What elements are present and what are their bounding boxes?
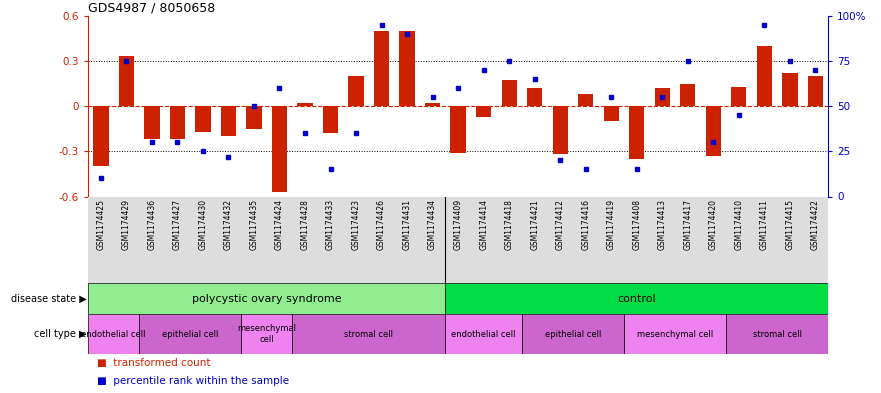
Text: stromal cell: stromal cell [752, 330, 802, 338]
Bar [144, 106, 159, 139]
Bar [808, 76, 823, 106]
Bar [757, 46, 772, 106]
Bar [399, 31, 415, 106]
Bar [374, 31, 389, 106]
Bar [782, 73, 797, 106]
Text: GSM1174416: GSM1174416 [581, 199, 590, 250]
Text: mesenchymal cell: mesenchymal cell [637, 330, 713, 338]
Bar [446, 283, 828, 314]
Text: GSM1174422: GSM1174422 [811, 199, 820, 250]
Text: GSM1174411: GSM1174411 [759, 199, 769, 250]
Bar [624, 314, 726, 354]
Bar [446, 314, 522, 354]
Text: GSM1174421: GSM1174421 [530, 199, 539, 250]
Text: GSM1174417: GSM1174417 [684, 199, 692, 250]
Bar [726, 314, 828, 354]
Text: mesenchymal
cell: mesenchymal cell [237, 324, 296, 344]
Bar [247, 106, 262, 129]
Bar [139, 314, 241, 354]
Text: GSM1174409: GSM1174409 [454, 199, 463, 250]
Bar [450, 106, 466, 153]
Text: GSM1174423: GSM1174423 [352, 199, 360, 250]
Text: epithelial cell: epithelial cell [162, 330, 218, 338]
Text: epithelial cell: epithelial cell [544, 330, 601, 338]
Bar [731, 86, 746, 106]
Text: GSM1174427: GSM1174427 [173, 199, 181, 250]
Text: GSM1174415: GSM1174415 [785, 199, 795, 250]
Text: GSM1174424: GSM1174424 [275, 199, 284, 250]
Text: GSM1174434: GSM1174434 [428, 199, 437, 250]
Bar [88, 283, 446, 314]
Text: GSM1174426: GSM1174426 [377, 199, 386, 250]
Bar [170, 106, 185, 139]
Bar [655, 88, 670, 106]
Text: GDS4987 / 8050658: GDS4987 / 8050658 [88, 2, 215, 15]
Text: GSM1174425: GSM1174425 [96, 199, 106, 250]
Text: stromal cell: stromal cell [344, 330, 393, 338]
Bar [629, 106, 644, 159]
Text: GSM1174413: GSM1174413 [658, 199, 667, 250]
Bar [522, 314, 624, 354]
Text: GSM1174436: GSM1174436 [147, 199, 157, 250]
Bar [241, 314, 292, 354]
Bar [476, 106, 492, 117]
Text: GSM1174428: GSM1174428 [300, 199, 309, 250]
Bar [603, 106, 618, 121]
Text: GSM1174431: GSM1174431 [403, 199, 411, 250]
Bar [680, 83, 695, 106]
Bar [348, 76, 364, 106]
Text: GSM1174418: GSM1174418 [505, 199, 514, 250]
Text: GSM1174420: GSM1174420 [709, 199, 718, 250]
Text: endothelial cell: endothelial cell [81, 330, 146, 338]
Text: GSM1174419: GSM1174419 [607, 199, 616, 250]
Text: GSM1174432: GSM1174432 [224, 199, 233, 250]
Text: GSM1174429: GSM1174429 [122, 199, 131, 250]
Bar [93, 106, 108, 166]
Text: ■  transformed count: ■ transformed count [97, 358, 211, 368]
Text: endothelial cell: endothelial cell [451, 330, 516, 338]
Text: ■  percentile rank within the sample: ■ percentile rank within the sample [97, 376, 289, 386]
Text: polycystic ovary syndrome: polycystic ovary syndrome [192, 294, 342, 304]
Bar [88, 314, 139, 354]
Bar [272, 106, 287, 192]
Bar [425, 103, 440, 106]
Text: disease state ▶: disease state ▶ [11, 294, 86, 304]
Text: GSM1174412: GSM1174412 [556, 199, 565, 250]
Text: GSM1174435: GSM1174435 [249, 199, 258, 250]
Text: control: control [618, 294, 656, 304]
Bar [119, 56, 134, 106]
Text: cell type ▶: cell type ▶ [34, 329, 86, 339]
Bar [298, 103, 313, 106]
Bar [578, 94, 594, 106]
Text: GSM1174433: GSM1174433 [326, 199, 335, 250]
Bar [706, 106, 721, 156]
Text: GSM1174430: GSM1174430 [198, 199, 207, 250]
Text: GSM1174414: GSM1174414 [479, 199, 488, 250]
Bar [501, 81, 517, 106]
Bar [322, 106, 338, 133]
Bar [196, 106, 211, 132]
Bar [527, 88, 543, 106]
Bar [292, 314, 446, 354]
Bar [221, 106, 236, 136]
Text: GSM1174410: GSM1174410 [735, 199, 744, 250]
Text: GSM1174408: GSM1174408 [633, 199, 641, 250]
Bar [552, 106, 568, 154]
